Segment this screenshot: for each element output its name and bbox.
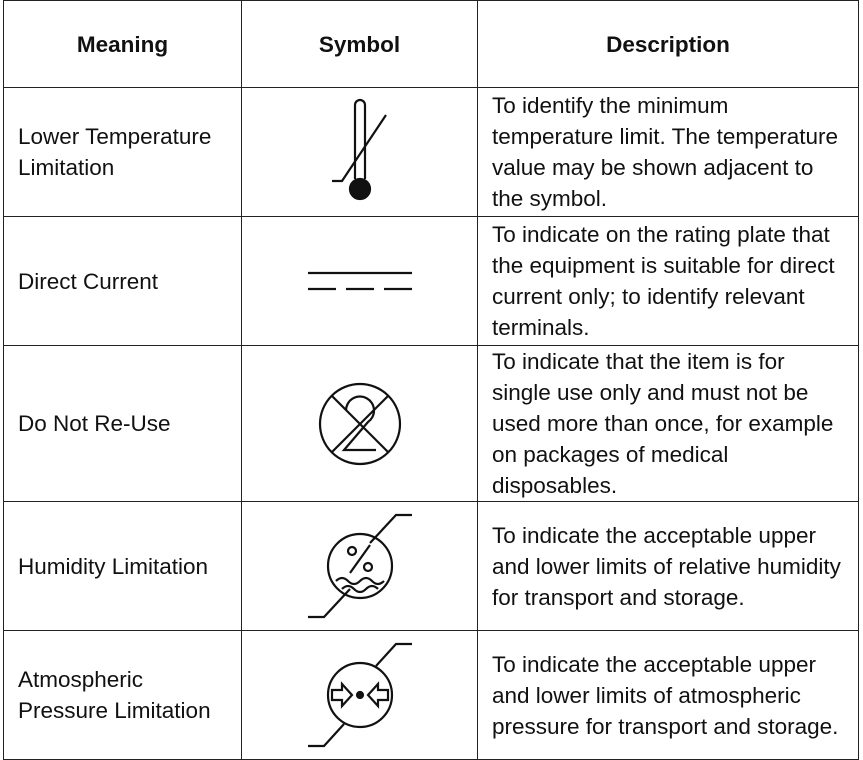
description-cell: To indicate that the item is for single … — [477, 345, 859, 502]
upper-limit — [374, 642, 412, 667]
symbol-cell — [241, 630, 478, 760]
meaning-cell: Lower Temperature Limitation — [3, 87, 242, 217]
waves — [334, 576, 385, 593]
description-cell: To indicate on the rating plate that the… — [477, 216, 859, 346]
symbol-table: Meaning Symbol Description Lower Tempera… — [3, 0, 859, 760]
symbol-cell — [241, 216, 478, 346]
arrow-right — [330, 680, 353, 709]
upper-limit — [368, 513, 412, 544]
page: Meaning Symbol Description Lower Tempera… — [3, 0, 859, 760]
arrow-left — [366, 680, 389, 709]
symbol-cell — [241, 345, 478, 502]
header-cell: Meaning — [3, 0, 242, 88]
table-body: Lower Temperature Limitation To identify… — [3, 87, 859, 760]
tube — [353, 98, 366, 179]
lower-limit — [307, 722, 345, 747]
humidity-icon — [307, 513, 412, 618]
dot — [355, 690, 364, 699]
dc-icon — [307, 271, 412, 291]
table-row: Atmospheric Pressure Limitation To indic… — [3, 630, 859, 760]
lower-limit — [307, 587, 351, 618]
percent-dot — [346, 545, 357, 556]
table-row: Lower Temperature Limitation To identify… — [3, 87, 859, 217]
digit-two — [341, 394, 376, 451]
table-row: Humidity Limitation To indicate the acce… — [3, 501, 859, 631]
percent-slash — [348, 543, 371, 574]
circle — [326, 661, 393, 728]
meaning-cell: Do Not Re-Use — [3, 345, 242, 502]
circle — [326, 532, 393, 599]
header-row: Meaning Symbol Description — [3, 0, 859, 88]
bulb — [348, 177, 371, 201]
meaning-cell: Atmospheric Pressure Limitation — [3, 630, 242, 760]
symbol-cell — [241, 501, 478, 631]
description-cell: To indicate the acceptable upper and low… — [477, 501, 859, 631]
header-cell: Symbol — [241, 0, 478, 88]
pressure-icon — [307, 642, 412, 747]
circle — [318, 382, 401, 465]
description-cell: To indicate the acceptable upper and low… — [477, 630, 859, 760]
table-row: Direct Current To indicate on the rating… — [3, 216, 859, 346]
table-row: Do Not Re-Use To indicate that the item … — [3, 345, 859, 502]
header-cell: Description — [477, 0, 859, 88]
no-reuse-icon — [318, 382, 401, 465]
limit-line — [331, 114, 387, 183]
meaning-cell: Direct Current — [3, 216, 242, 346]
meaning-cell: Humidity Limitation — [3, 501, 242, 631]
percent-dot — [362, 561, 373, 572]
symbol-cell — [241, 87, 478, 217]
thermometer-icon — [331, 98, 387, 201]
description-cell: To identify the minimum temperature limi… — [477, 87, 859, 217]
table-header: Meaning Symbol Description — [3, 0, 859, 88]
cross — [330, 394, 389, 453]
